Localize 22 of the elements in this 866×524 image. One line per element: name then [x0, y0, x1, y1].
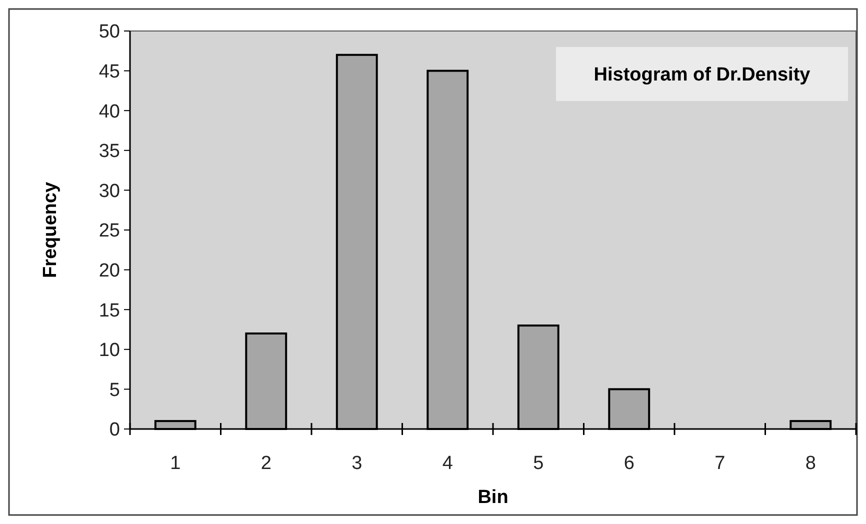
y-tick-label: 0 [109, 420, 120, 441]
y-tick-label: 40 [98, 101, 120, 122]
x-tick-label: 7 [714, 453, 726, 474]
x-tick-label: 5 [533, 453, 544, 474]
x-tick-label: 3 [352, 453, 362, 474]
x-tick-label: 4 [442, 453, 454, 474]
y-tick-label: 35 [98, 141, 120, 162]
x-tick-label: 1 [170, 453, 181, 474]
x-tick-label: 8 [805, 453, 816, 474]
y-tick-label: 30 [98, 180, 120, 202]
x-axis-title: Bin [478, 487, 508, 508]
y-tick-label: 50 [98, 22, 120, 43]
y-tick-label: 25 [98, 220, 120, 242]
x-tick-label: 6 [624, 453, 634, 474]
y-tick-label: 45 [98, 61, 120, 82]
y-tick-label: 10 [98, 340, 120, 362]
x-tick-label: 2 [260, 453, 272, 474]
y-tick-label: 20 [98, 260, 120, 282]
y-axis-title: Frequency [40, 182, 61, 278]
text: Histogram of Dr.Density [594, 64, 811, 86]
y-tick-label: 5 [109, 380, 120, 401]
y-tick-label: 15 [98, 300, 120, 322]
